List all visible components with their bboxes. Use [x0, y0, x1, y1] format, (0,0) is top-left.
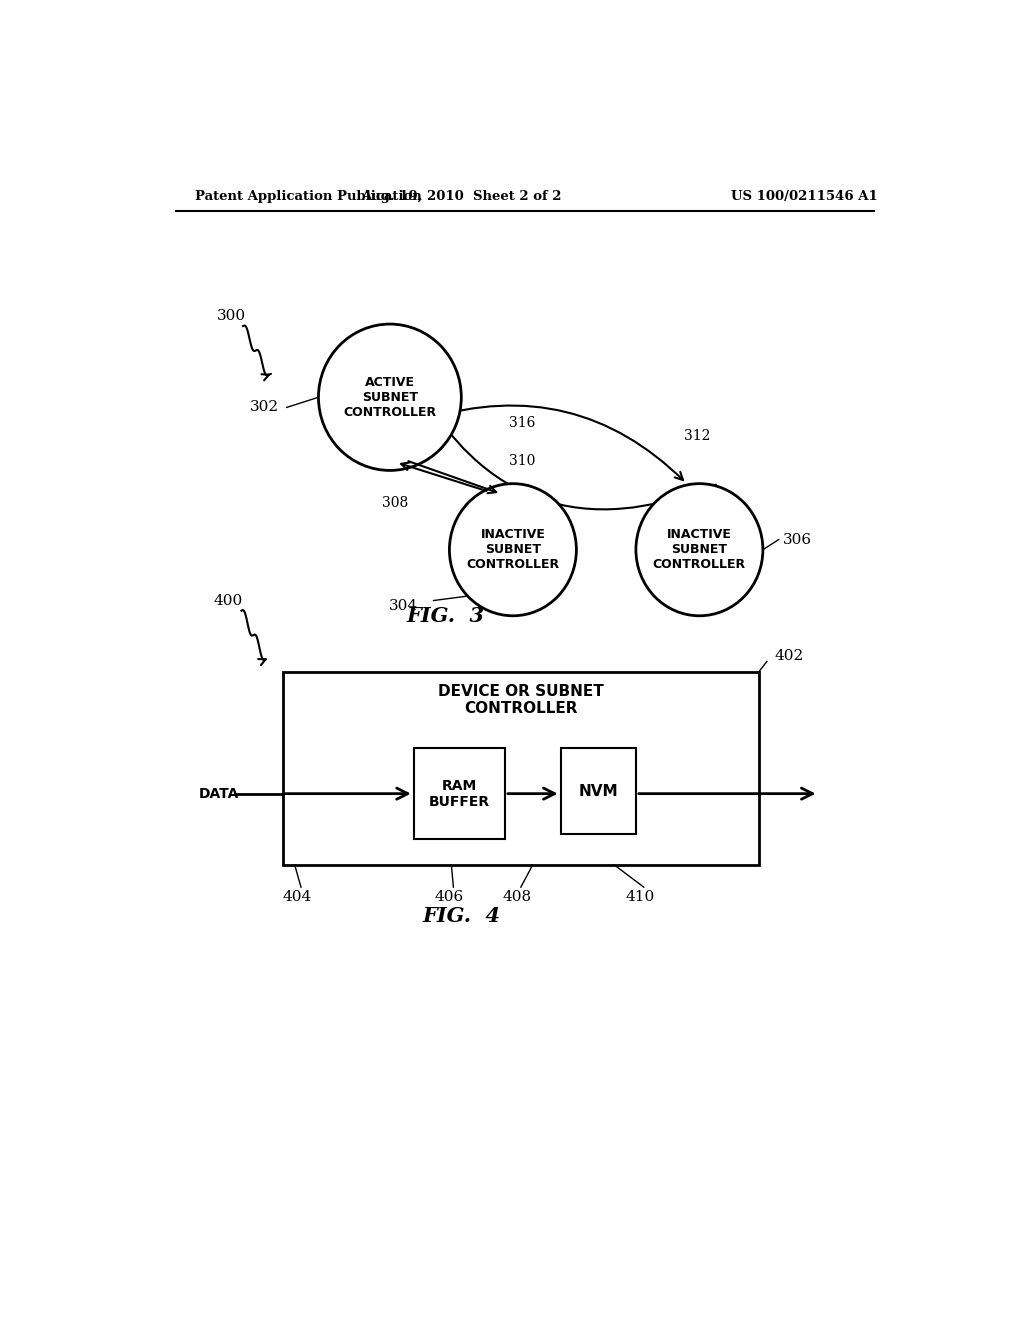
Text: US 100/0211546 A1: US 100/0211546 A1	[731, 190, 878, 202]
Text: INACTIVE
SUBNET
CONTROLLER: INACTIVE SUBNET CONTROLLER	[653, 528, 745, 572]
Text: 402: 402	[775, 649, 804, 664]
Bar	[414, 748, 505, 840]
Text: 400: 400	[214, 594, 243, 607]
Text: 408: 408	[503, 890, 531, 904]
Text: NVM: NVM	[579, 784, 618, 799]
FancyArrowPatch shape	[414, 380, 716, 510]
Text: DEVICE OR SUBNET
CONTROLLER: DEVICE OR SUBNET CONTROLLER	[438, 684, 604, 717]
Text: Patent Application Publication: Patent Application Publication	[196, 190, 422, 202]
Text: RAM
BUFFER: RAM BUFFER	[429, 779, 489, 809]
Text: DATA: DATA	[199, 787, 240, 801]
FancyArrowPatch shape	[401, 462, 486, 491]
Text: 406: 406	[435, 890, 464, 904]
Ellipse shape	[318, 325, 461, 470]
Text: 404: 404	[283, 890, 311, 904]
Ellipse shape	[450, 483, 577, 616]
Text: 310: 310	[509, 454, 536, 469]
Text: 304: 304	[388, 598, 418, 612]
Text: Aug. 19, 2010  Sheet 2 of 2: Aug. 19, 2010 Sheet 2 of 2	[361, 190, 561, 202]
Bar	[283, 672, 759, 865]
Text: 300: 300	[217, 309, 246, 323]
FancyArrowPatch shape	[409, 461, 497, 494]
Text: 308: 308	[382, 496, 409, 510]
Text: FIG.  4: FIG. 4	[422, 906, 501, 925]
Text: INACTIVE
SUBNET
CONTROLLER: INACTIVE SUBNET CONTROLLER	[466, 528, 559, 572]
FancyArrowPatch shape	[428, 405, 683, 480]
Ellipse shape	[636, 483, 763, 616]
Text: ACTIVE
SUBNET
CONTROLLER: ACTIVE SUBNET CONTROLLER	[343, 376, 436, 418]
Text: 316: 316	[509, 416, 536, 430]
Bar	[560, 748, 636, 834]
Text: 410: 410	[626, 890, 654, 904]
Text: FIG.  3: FIG. 3	[407, 606, 484, 626]
Text: 306: 306	[782, 532, 812, 546]
Text: 312: 312	[684, 429, 710, 444]
Text: 302: 302	[250, 400, 279, 414]
